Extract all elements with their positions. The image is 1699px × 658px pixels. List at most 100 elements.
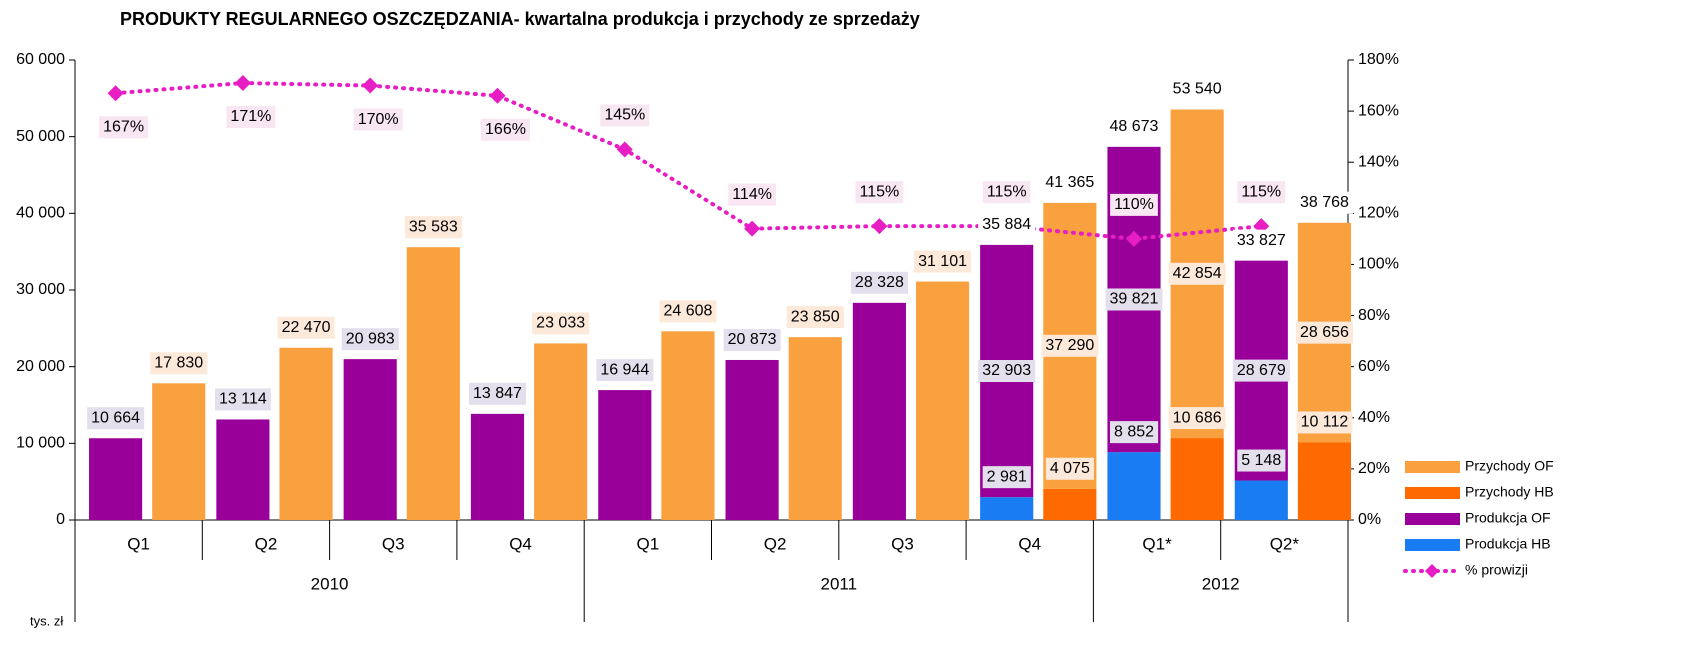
bar-value-label: 39 821 (1110, 291, 1159, 308)
y2-tick-label: 120% (1358, 205, 1399, 222)
bar-segment (789, 337, 842, 520)
bar-value-label: 20 983 (346, 330, 395, 347)
y2-tick-label: 140% (1358, 153, 1399, 170)
line-value-label: 166% (485, 121, 526, 138)
x-tick-label: Q1 (127, 534, 150, 553)
line-value-label-group: 170% (354, 109, 403, 131)
bar-segment (1171, 438, 1224, 520)
bar-value-label: 28 679 (1237, 362, 1286, 379)
line-value-label: 115% (987, 183, 1027, 200)
line-marker (362, 78, 378, 94)
line-value-label: 145% (604, 107, 645, 124)
line-value-label: 167% (103, 118, 144, 135)
bar-value-label: 28 328 (855, 274, 904, 291)
bar-value-label-group: 31 101 (914, 251, 971, 273)
bar-value-label: 8 852 (1114, 423, 1154, 440)
bar-value-label-group: 32 903 (978, 360, 1035, 382)
x-tick-label: Q4 (1018, 534, 1041, 553)
bar-value-label-group: 13 847 (469, 383, 526, 405)
bar-segment (916, 282, 969, 520)
bar-value-label-group: 10 664 (87, 407, 144, 429)
line-marker (871, 218, 887, 234)
bar-value-label: 35 583 (409, 218, 458, 235)
x-tick-label: Q2 (255, 534, 278, 553)
bar-value-label-group: 28 656 (1296, 322, 1353, 344)
bar-value-label-group: 24 608 (659, 300, 716, 322)
bar-segment (598, 390, 651, 520)
total-label: 33 827 (1237, 232, 1286, 249)
y-tick-label: 20 000 (16, 358, 65, 375)
line-value-label: 170% (358, 111, 399, 128)
bar-value-label: 37 290 (1045, 337, 1094, 354)
bar-segment (1235, 481, 1288, 520)
bar-value-label: 17 830 (154, 355, 203, 372)
chart-title: PRODUKTY REGULARNEGO OSZCZĘDZANIA- kwart… (120, 9, 920, 29)
legend-swatch (1405, 513, 1460, 525)
bar-segment (1298, 442, 1351, 520)
x-tick-label: Q2* (1270, 534, 1300, 553)
total-label-group: 33 827 (1233, 230, 1290, 252)
line-marker (235, 75, 251, 91)
line-value-label-group: 166% (481, 119, 530, 141)
bar-segment (726, 360, 779, 520)
y2-tick-label: 80% (1358, 307, 1390, 324)
y2-tick-label: 0% (1358, 511, 1381, 528)
bar-value-label-group: 42 854 (1169, 263, 1226, 285)
y2-tick-label: 100% (1358, 256, 1399, 273)
bar-segment (853, 303, 906, 520)
legend-label: Przychody OF (1465, 458, 1554, 474)
legend-label: Przychody HB (1465, 484, 1554, 500)
line-value-label-group: 145% (600, 104, 649, 126)
line-marker (108, 85, 124, 101)
x-tick-label: Q4 (509, 534, 532, 553)
chart: PRODUKTY REGULARNEGO OSZCZĘDZANIA- kwart… (0, 0, 1699, 658)
bar-value-label: 16 944 (600, 361, 649, 378)
bar-value-label-group: 23 033 (532, 312, 589, 334)
y-tick-label: 0 (56, 511, 65, 528)
bar-value-label-group: 4 075 (1046, 458, 1094, 480)
bar-value-label: 2 981 (987, 468, 1027, 485)
y2-tick-label: 60% (1358, 358, 1390, 375)
line-value-label: 115% (860, 183, 900, 200)
bar-value-label-group: 35 583 (405, 216, 462, 238)
line-value-label-group: 110% (1110, 194, 1158, 216)
bar-value-label-group: 17 830 (150, 352, 207, 374)
bar-value-label: 20 873 (728, 331, 777, 348)
bar-value-label: 23 850 (791, 308, 840, 325)
bar-value-label-group: 37 290 (1041, 335, 1098, 357)
bar-value-label-group: 10 112 (1297, 411, 1353, 433)
total-label: 53 540 (1173, 81, 1222, 98)
line-value-label: 110% (1114, 196, 1154, 213)
bar-value-label: 10 664 (91, 409, 140, 426)
unit-label: tys. zł (30, 613, 63, 628)
total-label-group: 35 884 (978, 214, 1035, 236)
legend-label: Produkcja OF (1465, 510, 1551, 526)
x-tick-label: Q3 (891, 534, 914, 553)
x-tick-label: Q1* (1142, 534, 1172, 553)
year-label: 2012 (1202, 574, 1240, 593)
x-tick-label: Q1 (637, 534, 660, 553)
bar-value-label-group: 5 148 (1237, 450, 1285, 472)
bar-value-label-group: 28 328 (851, 272, 908, 294)
bar-value-label: 10 686 (1173, 409, 1222, 426)
bar-value-label-group: 8 852 (1110, 421, 1158, 443)
y-tick-label: 40 000 (16, 205, 65, 222)
year-label: 2011 (821, 574, 858, 593)
bar-segment (1107, 452, 1160, 520)
legend-label: Produkcja HB (1465, 536, 1551, 552)
y-tick-label: 30 000 (16, 281, 65, 298)
bar-value-label-group: 20 983 (342, 328, 399, 350)
line-value-label-group: 171% (226, 106, 275, 128)
bar-value-label-group: 10 686 (1169, 407, 1226, 429)
legend-swatch (1405, 461, 1460, 473)
bar-value-label: 32 903 (982, 362, 1031, 379)
bar-segment (89, 438, 142, 520)
bars (89, 110, 1351, 520)
bar-segment (980, 497, 1033, 520)
line-value-label-group: 115% (856, 181, 904, 203)
bar-segment (344, 359, 397, 520)
bar-value-label: 13 114 (219, 391, 267, 408)
bar-segment (152, 383, 205, 520)
legend-label: % prowizji (1465, 562, 1528, 578)
bar-segment (471, 414, 524, 520)
